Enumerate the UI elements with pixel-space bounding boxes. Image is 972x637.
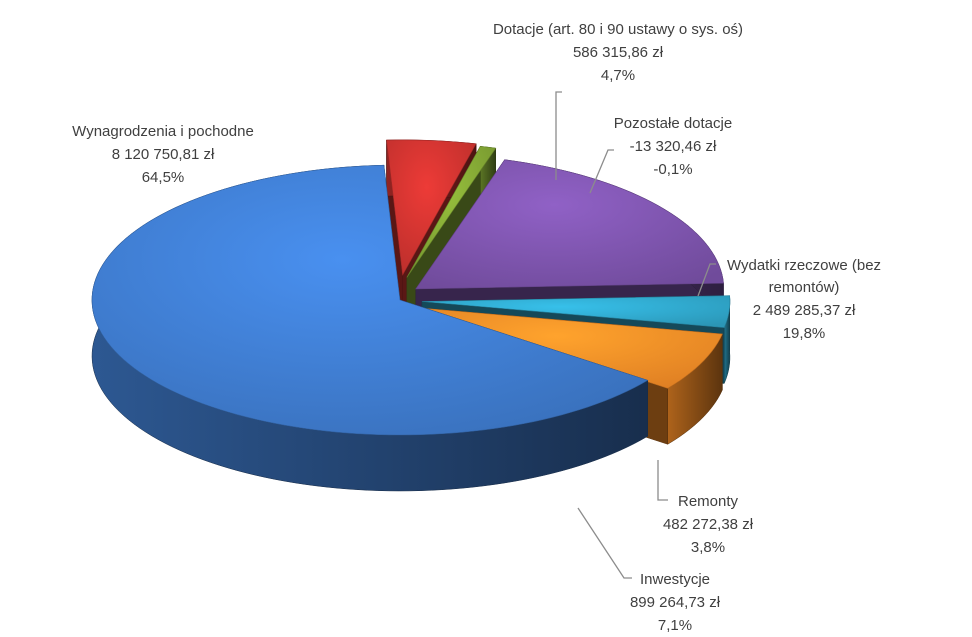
data-label-pozostale-dotacje-value: -13 320,46 zł <box>630 138 717 155</box>
data-label-remonty-percent: 3,8% <box>691 539 725 556</box>
data-label-wynagrodzenia-percent: 64,5% <box>142 169 185 186</box>
data-label-dotacje-percent: 4,7% <box>601 67 635 84</box>
leader-line-pozostale-dotacje <box>589 149 614 194</box>
data-label-inwestycje-name: Inwestycje <box>640 571 710 588</box>
slice-wydatki-rzeczowe-top <box>415 159 724 290</box>
slice-inwestycje-top <box>420 307 723 389</box>
leader-line-remonty <box>657 460 668 501</box>
data-label-inwestycje-value: 899 264,73 zł <box>630 594 721 611</box>
leader-line-dotacje <box>555 91 562 180</box>
data-label-wydatki-rzeczowe-percent: 19,8% <box>783 325 826 342</box>
data-label-dotacje-value: 586 315,86 zł <box>573 44 664 61</box>
slices-layer <box>91 139 731 492</box>
data-labels: Wynagrodzenia i pochodne 8 120 750,81 zł… <box>72 21 881 634</box>
leader-line-wydatki-rzeczowe <box>697 263 716 297</box>
slice-remonty-top <box>421 295 731 328</box>
data-label-wynagrodzenia-value: 8 120 750,81 zł <box>112 146 215 163</box>
data-label-dotacje-name: Dotacje (art. 80 i 90 ustawy o sys. oś) <box>493 21 743 38</box>
data-label-inwestycje-percent: 7,1% <box>658 617 692 634</box>
data-label-wydatki-rzeczowe-name-line2: remontów) <box>769 279 840 296</box>
slice-pozostale-dotacje-top <box>406 146 497 278</box>
data-label-remonty-value: 482 272,38 zł <box>663 516 754 533</box>
slice-wynagrodzenia <box>91 164 649 492</box>
data-label-wynagrodzenia-name: Wynagrodzenia i pochodne <box>72 123 254 140</box>
data-label-pozostale-dotacje-name: Pozostałe dotacje <box>614 115 732 132</box>
slice-dotacje-top <box>386 139 477 276</box>
data-label-pozostale-dotacje-percent: -0,1% <box>653 161 692 178</box>
leader-lines <box>555 91 716 579</box>
data-label-wydatki-rzeczowe-value: 2 489 285,37 zł <box>753 302 856 319</box>
data-label-remonty-name: Remonty <box>678 493 739 510</box>
slice-wynagrodzenia-top <box>91 164 649 436</box>
data-label-wydatki-rzeczowe-name-line1: Wydatki rzeczowe (bez <box>727 257 881 274</box>
leader-line-inwestycje <box>577 507 632 579</box>
